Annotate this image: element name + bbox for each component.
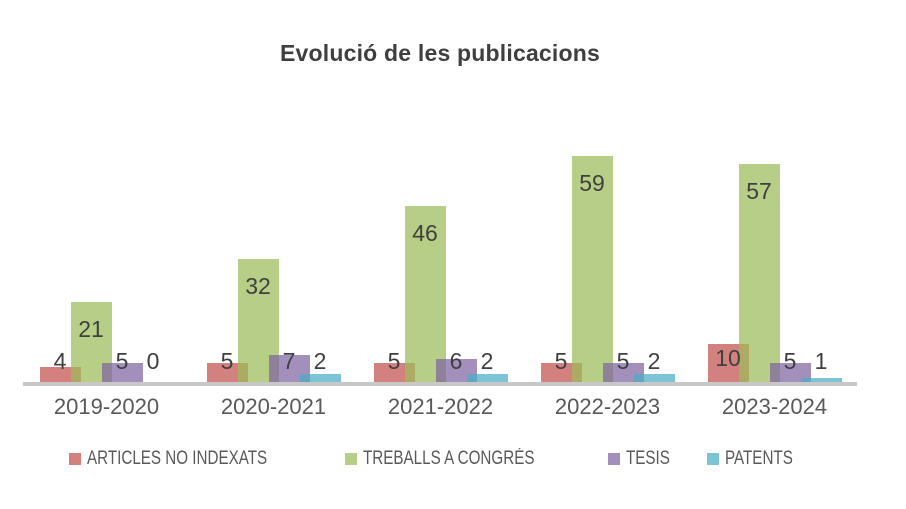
- bar-patents-2022-2023: [633, 374, 675, 382]
- legend-label-treballs-a-congres: TREBALLS A CONGRÉS: [363, 448, 535, 469]
- data-label-tesis-2023-2024: 5: [783, 348, 797, 374]
- bar-articles-no-indexats-2021-2022: [373, 363, 415, 382]
- data-label-treballs-a-congres-2020-2021: 32: [245, 273, 271, 299]
- x-axis-label-2023-2024: 2023-2024: [721, 394, 828, 419]
- bar-treballs-a-congres-2022-2023: [571, 156, 613, 382]
- data-label-treballs-a-congres-2023-2024: 57: [746, 178, 772, 204]
- data-label-tesis-2020-2021: 7: [282, 348, 296, 374]
- data-label-patents-2020-2021: 2: [313, 348, 327, 374]
- data-label-tesis-2019-2020: 5: [115, 348, 129, 374]
- bar-articles-no-indexats-2022-2023: [540, 363, 582, 382]
- bar-tesis-2019-2020: [101, 363, 143, 382]
- data-label-patents-2021-2022: 2: [480, 348, 494, 374]
- bar-treballs-a-congres-2021-2022: [404, 206, 446, 382]
- legend-swatch-articles-no-indexats: [69, 453, 81, 465]
- data-label-tesis-2021-2022: 6: [449, 348, 463, 374]
- x-axis-label-2019-2020: 2019-2020: [53, 394, 160, 419]
- bar-articles-no-indexats-2019-2020: [39, 367, 81, 382]
- data-label-tesis-2022-2023: 5: [616, 348, 630, 374]
- legend-swatch-treballs-a-congres: [345, 453, 357, 465]
- data-label-articles-no-indexats-2023-2024: 10: [715, 345, 741, 371]
- data-label-articles-no-indexats-2021-2022: 5: [387, 348, 401, 374]
- x-axis-label-2022-2023: 2022-2023: [554, 394, 661, 419]
- data-label-articles-no-indexats-2022-2023: 5: [554, 348, 568, 374]
- data-label-treballs-a-congres-2022-2023: 59: [579, 170, 605, 196]
- x-axis-label-2020-2021: 2020-2021: [220, 394, 327, 419]
- legend-swatch-tesis: [608, 453, 620, 465]
- bar-patents-2021-2022: [466, 374, 508, 382]
- legend-item-patents: PATENTS: [707, 448, 810, 469]
- legend-item-articles-no-indexats: ARTICLES NO INDEXATS: [69, 448, 312, 469]
- bar-treballs-a-congres-2023-2024: [738, 164, 780, 382]
- data-label-patents-2022-2023: 2: [647, 348, 661, 374]
- data-label-articles-no-indexats-2019-2020: 4: [53, 348, 67, 374]
- bar-patents-2020-2021: [299, 374, 341, 382]
- legend-item-treballs-a-congres: TREBALLS A CONGRÉS: [345, 448, 577, 469]
- data-label-articles-no-indexats-2020-2021: 5: [220, 348, 234, 374]
- legend-label-tesis: TESIS: [626, 448, 670, 469]
- legend-label-patents: PATENTS: [725, 448, 793, 469]
- bar-tesis-2021-2022: [435, 359, 477, 382]
- bar-tesis-2022-2023: [602, 363, 644, 382]
- bar-patents-2023-2024: [800, 378, 842, 382]
- legend-item-tesis: TESIS: [608, 448, 681, 469]
- bar-articles-no-indexats-2020-2021: [206, 363, 248, 382]
- data-label-treballs-a-congres-2019-2020: 21: [78, 316, 104, 342]
- x-axis-line: [23, 382, 857, 386]
- data-label-patents-2019-2020: 0: [146, 348, 160, 374]
- bar-tesis-2023-2024: [769, 363, 811, 382]
- legend-swatch-patents: [707, 453, 719, 465]
- x-axis-label-2021-2022: 2021-2022: [387, 394, 494, 419]
- chart-title: Evolució de les publicacions: [279, 40, 601, 66]
- data-label-patents-2023-2024: 1: [814, 348, 828, 374]
- legend-label-articles-no-indexats: ARTICLES NO INDEXATS: [87, 448, 268, 469]
- data-label-treballs-a-congres-2021-2022: 46: [412, 220, 438, 246]
